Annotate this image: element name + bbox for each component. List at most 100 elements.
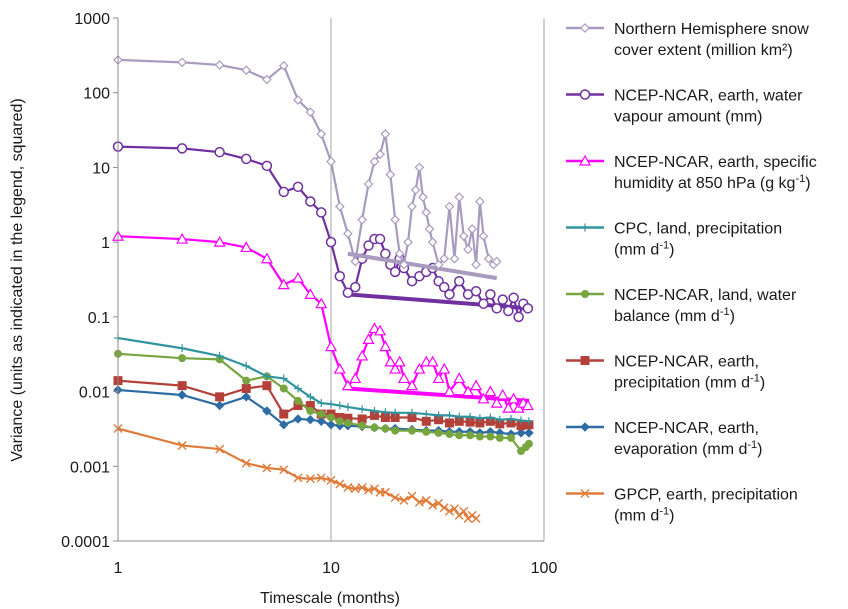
data-point: [342, 287, 354, 299]
data-point: [578, 154, 592, 166]
data-point: [293, 414, 303, 424]
data-point: [350, 281, 361, 293]
data-point: [278, 186, 289, 198]
data-point: [449, 504, 459, 514]
legend-label: NCEP-NCAR, earth,: [614, 354, 759, 371]
legend-label-cont: humidity at 850 hPa (g kg-1): [614, 173, 811, 192]
data-point: [374, 233, 386, 245]
data-point: [513, 311, 524, 323]
data-point: [306, 406, 315, 415]
data-point: [524, 417, 533, 426]
series-line: [117, 58, 498, 266]
data-point: [334, 270, 346, 282]
data-point: [242, 361, 251, 370]
data-point: [421, 495, 431, 505]
data-point: [324, 340, 338, 352]
data-point: [176, 143, 188, 154]
data-point: [316, 416, 326, 427]
data-point: [291, 271, 305, 283]
data-point: [491, 303, 502, 314]
legend-item-1: Northern Hemisphere snow cover extent (mi…: [566, 21, 809, 59]
data-point: [580, 489, 590, 498]
data-point: [317, 410, 326, 419]
y-tick-label: 1: [101, 235, 110, 252]
data-point: [325, 236, 337, 248]
data-point: [326, 156, 336, 167]
data-point: [580, 356, 590, 365]
data-point: [333, 362, 346, 374]
series-line: [117, 379, 530, 427]
data-point: [453, 275, 465, 287]
data-point: [327, 413, 335, 422]
data-point: [455, 431, 464, 440]
data-point: [516, 428, 526, 438]
data-point: [389, 266, 401, 278]
series-line: [117, 336, 530, 423]
legend-item-8: GPCP, earth, precipitation (mm d-1): [566, 487, 798, 525]
data-point: [477, 392, 490, 404]
data-point: [357, 214, 367, 225]
y-tick-label: 10: [92, 160, 110, 177]
data-point: [434, 498, 444, 508]
data-point: [277, 278, 290, 290]
data-point: [422, 410, 431, 419]
data-point: [176, 232, 189, 244]
x-tick-label: 10: [322, 560, 340, 577]
data-point: [486, 432, 495, 441]
data-point: [391, 426, 400, 435]
data-point: [438, 281, 450, 293]
data-point: [279, 465, 289, 475]
data-point: [335, 479, 345, 489]
data-point: [406, 275, 418, 287]
data-point: [326, 420, 336, 430]
data-point: [241, 383, 251, 393]
data-point: [475, 414, 484, 423]
data-point: [343, 483, 353, 492]
data-point: [421, 207, 432, 218]
data-point: [407, 201, 417, 212]
data-point: [399, 259, 409, 270]
data-point: [517, 416, 526, 425]
series-3: [111, 229, 534, 413]
data-point: [241, 65, 252, 76]
data-point: [177, 381, 187, 391]
data-point: [433, 259, 444, 270]
legend-label: Northern Hemisphere snow: [614, 21, 809, 38]
data-point: [439, 503, 449, 513]
data-point: [357, 483, 367, 492]
series-8: [113, 424, 481, 524]
data-point: [463, 514, 473, 524]
data-point: [470, 379, 483, 391]
data-point: [316, 473, 326, 483]
legend-label-cont: cover extent (million km²): [614, 42, 793, 59]
data-point: [471, 514, 481, 524]
data-point: [343, 418, 352, 427]
series-5: [114, 349, 533, 456]
data-point: [178, 354, 187, 363]
data-point: [305, 415, 316, 425]
data-point: [316, 207, 327, 218]
legend-label-cont: (mm d-1): [614, 240, 674, 259]
data-point: [316, 129, 327, 139]
y-tick-label: 0.001: [70, 459, 110, 476]
data-point: [462, 385, 475, 397]
data-point: [491, 256, 502, 267]
data-point: [503, 305, 514, 317]
legend-item-5: NCEP-NCAR, land, water balance (mm d-1): [566, 287, 797, 325]
data-point: [279, 409, 289, 419]
data-point: [305, 107, 316, 117]
legend-label: NCEP-NCAR, earth, specific: [614, 154, 817, 171]
data-point: [358, 421, 367, 430]
data-point: [369, 484, 379, 494]
data-point: [262, 381, 272, 391]
data-point: [293, 95, 303, 105]
y-tick-label: 100: [83, 86, 110, 103]
legend-item-7: NCEP-NCAR, earth, evaporation (mm d-1): [566, 420, 763, 458]
legend-label-cont: balance (mm d-1): [614, 306, 735, 325]
data-point: [214, 146, 225, 158]
data-point: [485, 289, 496, 300]
data-point: [278, 60, 289, 71]
data-point: [293, 473, 303, 483]
legend-label: NCEP-NCAR, earth, water: [614, 88, 803, 105]
